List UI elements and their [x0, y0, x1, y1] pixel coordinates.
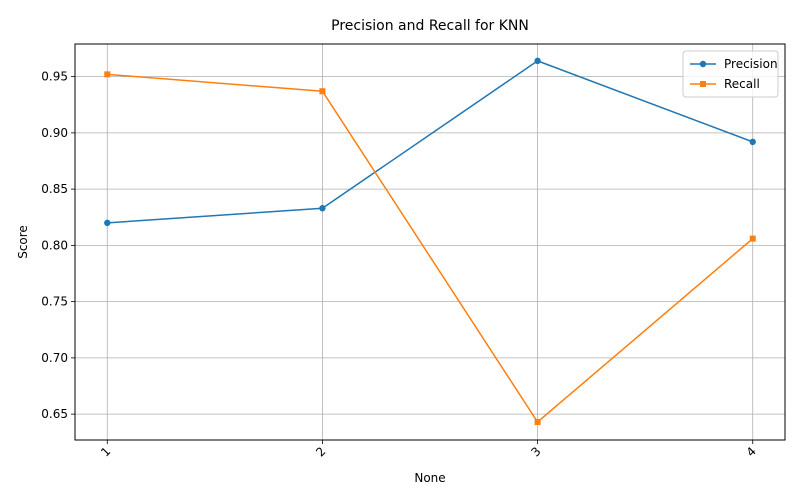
- y-axis-label: Score: [16, 225, 30, 259]
- y-tick-label: 0.65: [41, 407, 68, 421]
- y-tick-label: 0.85: [41, 182, 68, 196]
- recall-point: [319, 88, 326, 95]
- recall-line: [107, 73, 754, 424]
- legend-entries: Precision Recall: [690, 57, 778, 91]
- y-tick-label: 0.90: [41, 126, 68, 140]
- precision-point: [104, 219, 111, 227]
- legend-precision-label: Precision: [724, 57, 778, 71]
- precision-line: [107, 60, 753, 224]
- y-tick-label: 0.70: [41, 351, 68, 365]
- recall-point: [749, 235, 756, 242]
- chart-title: Precision and Recall for KNN: [331, 18, 529, 34]
- x-axis-label: None: [414, 471, 445, 485]
- y-tick-label: 0.75: [41, 295, 68, 309]
- grid: [75, 44, 785, 440]
- precision-point: [534, 57, 541, 65]
- legend-recall-label: Recall: [724, 77, 760, 91]
- precision-point: [319, 205, 326, 212]
- recall-point: [534, 419, 541, 425]
- y-axis: 0.65 0.70 0.75 0.80 0.85 0.90 0.95: [41, 70, 75, 421]
- recall-point: [104, 71, 111, 78]
- legend-precision-marker: [699, 60, 707, 68]
- precision-point: [749, 138, 756, 146]
- series-layer: [104, 57, 756, 425]
- legend-recall-marker: [700, 81, 706, 87]
- y-tick-label: 0.95: [41, 70, 68, 84]
- y-tick-label: 0.80: [41, 238, 68, 252]
- plot-frame: [74, 43, 786, 441]
- legend-box: [682, 50, 779, 98]
- legend: Precision Recall: [682, 50, 779, 98]
